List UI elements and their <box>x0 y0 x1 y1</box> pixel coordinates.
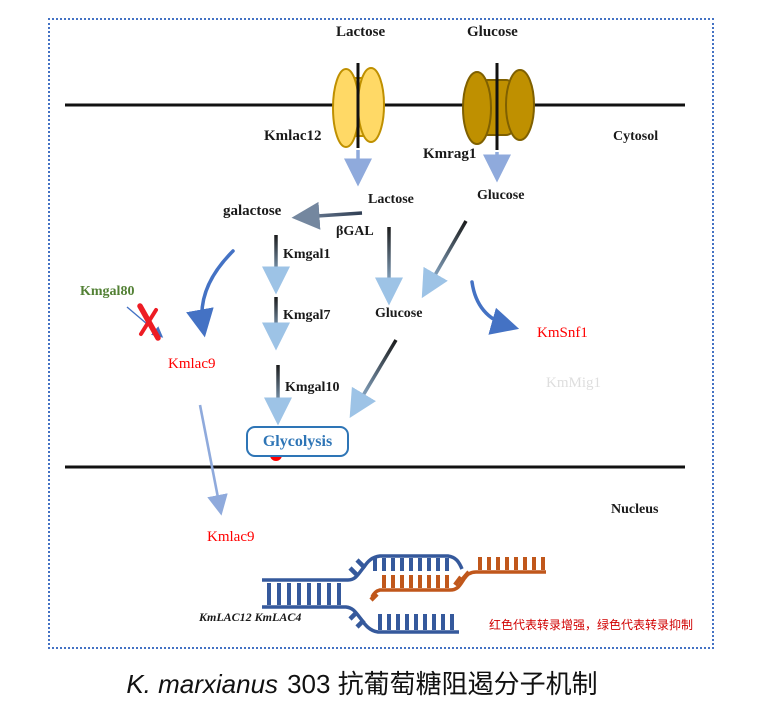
dna-blue-strands-icon <box>262 554 464 634</box>
glucose-top-label: Glucose <box>467 24 518 40</box>
glucose-to-glycolysis-arrow <box>349 339 398 419</box>
glucose-to-kmsnf1-curved-arrow <box>470 280 520 335</box>
kmgal80-label: Kmgal80 <box>80 284 135 299</box>
lactose-top-label: Lactose <box>336 24 386 40</box>
kmrag1-transporter-icon <box>462 63 535 150</box>
diagram-border <box>48 18 714 649</box>
kmlac9-nucleus-label: Kmlac9 <box>207 529 255 545</box>
bgal-label: βGAL <box>336 224 374 239</box>
legend-text: 红色代表转录增强，绿色代表转录抑制 <box>489 618 694 632</box>
kmmig1-label: KmMig1 <box>546 375 602 391</box>
kmgal1-label: Kmgal1 <box>283 247 331 262</box>
kmgal7-label: Kmgal7 <box>283 308 331 323</box>
kmlac9-nuclear-import-arrow <box>198 404 228 516</box>
dna-orange-strand-icon <box>369 557 546 602</box>
kmgal10-label: Kmgal10 <box>285 380 340 395</box>
cytosol-label: Cytosol <box>613 129 659 144</box>
glycolysis-label: Glycolysis <box>262 432 333 450</box>
glycolysis-box: Glycolysis <box>246 426 349 457</box>
lactose-to-galactose-arrow <box>291 201 363 230</box>
caption-species: K. marxianus <box>126 669 279 699</box>
glucose-cytosol-label: Glucose <box>477 188 525 203</box>
caption-rest: 303 抗葡萄糖阻遏分子机制 <box>287 669 598 699</box>
kmlac9-cytosol-label: Kmlac9 <box>168 356 216 372</box>
figure-caption: K. marxianus 303 抗葡萄糖阻遏分子机制 <box>0 664 724 701</box>
gene-names-label: KmLAC12 KmLAC4 <box>199 610 302 624</box>
kmlac12-transporter-icon <box>332 63 385 148</box>
kmrag1-label: Kmrag1 <box>423 146 477 162</box>
glucose-mid-label: Glucose <box>375 306 423 321</box>
inhibition-cross-icon <box>137 303 161 341</box>
kmlac12-label: Kmlac12 <box>264 128 322 144</box>
nucleus-label: Nucleus <box>611 502 659 517</box>
kmsnf1-label: KmSnf1 <box>537 325 588 341</box>
galactose-label: galactose <box>223 203 282 219</box>
glucose-down-arrow <box>421 220 468 299</box>
lactose-cytosol-label: Lactose <box>368 192 414 207</box>
galactose-to-kmlac9-curved-arrow <box>186 249 235 338</box>
